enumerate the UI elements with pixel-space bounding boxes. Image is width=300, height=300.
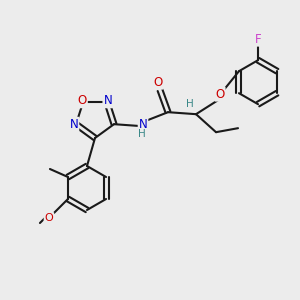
Text: F: F (255, 33, 261, 46)
Text: H: H (186, 99, 194, 109)
Text: O: O (215, 88, 225, 101)
Text: N: N (139, 118, 147, 131)
Text: N: N (103, 94, 112, 107)
Text: O: O (45, 213, 53, 223)
Text: O: O (78, 94, 87, 107)
Text: H: H (138, 129, 146, 139)
Text: O: O (153, 76, 163, 89)
Text: N: N (70, 118, 78, 131)
